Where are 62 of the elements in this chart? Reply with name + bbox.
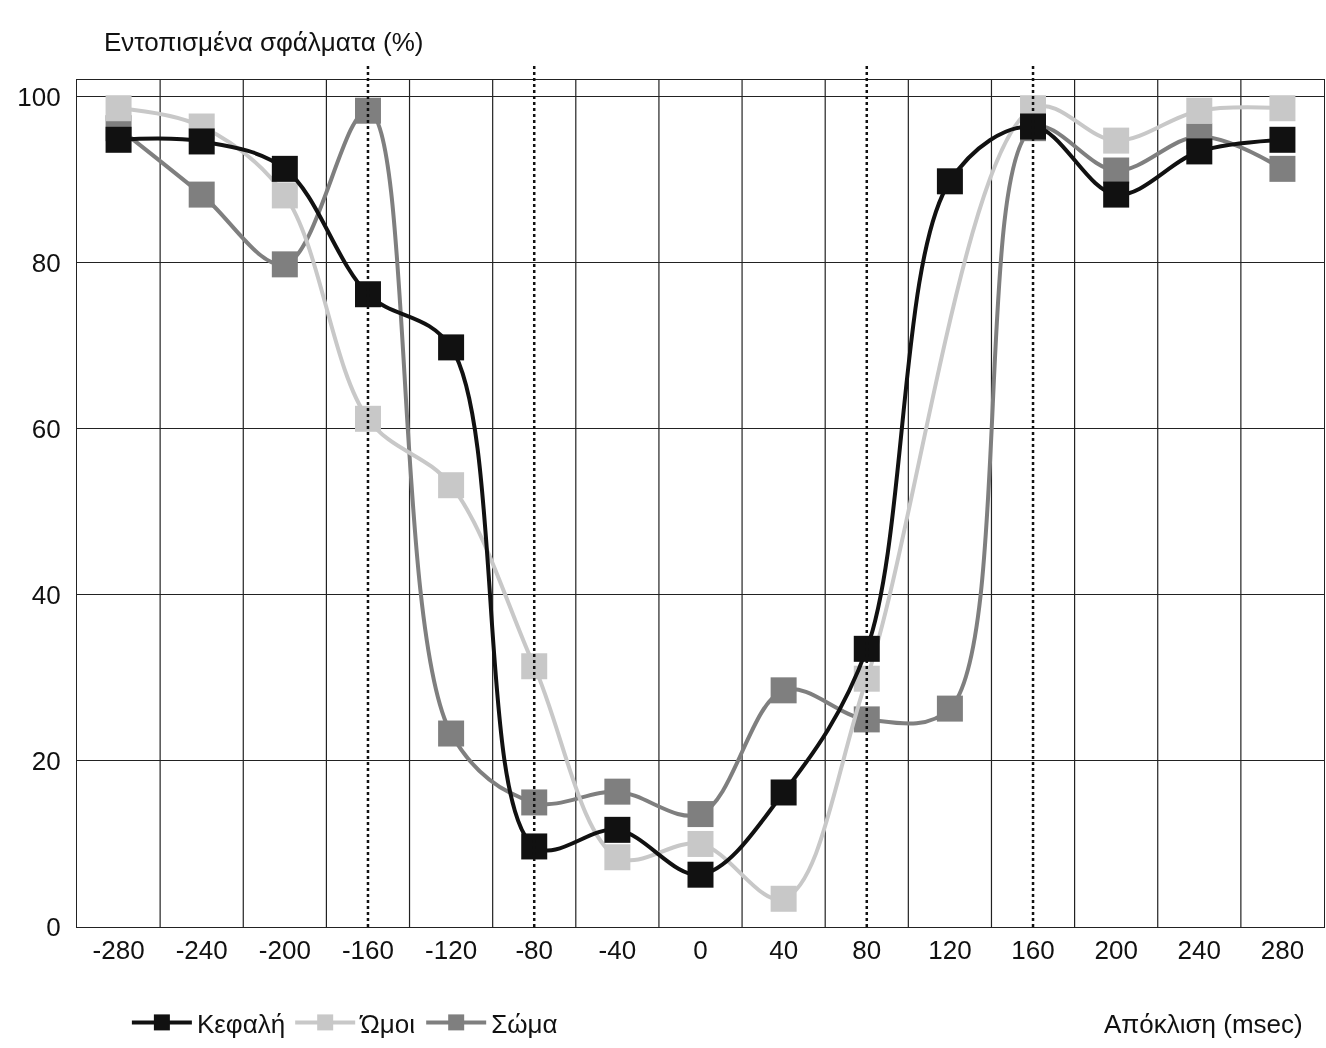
point bbox=[770, 779, 797, 806]
y-tick-label: 40 bbox=[31, 579, 61, 610]
point bbox=[1103, 127, 1130, 154]
point bbox=[936, 695, 963, 722]
point bbox=[105, 95, 132, 122]
point bbox=[521, 653, 548, 680]
point bbox=[1103, 157, 1130, 184]
point bbox=[1186, 138, 1213, 165]
x-tick-label: -240 bbox=[175, 935, 228, 966]
point bbox=[521, 833, 548, 860]
y-tick-label: 100 bbox=[17, 81, 61, 112]
point bbox=[271, 155, 298, 182]
point bbox=[271, 251, 298, 278]
x-tick-label: -40 bbox=[598, 935, 637, 966]
x-axis-title: Απόκλιση (msec) bbox=[1104, 1009, 1303, 1039]
y-tick-label: 80 bbox=[31, 247, 61, 278]
point bbox=[521, 789, 548, 816]
point bbox=[770, 885, 797, 912]
point bbox=[1269, 95, 1296, 122]
y-tick-label: 0 bbox=[46, 912, 61, 943]
point bbox=[1186, 97, 1213, 124]
y-axis-title: Εντοπισμένα σφάλματα (%) bbox=[104, 27, 424, 57]
point bbox=[354, 405, 381, 432]
point bbox=[604, 816, 631, 843]
point bbox=[687, 801, 714, 828]
x-tick-label: 160 bbox=[1011, 935, 1055, 966]
y-tick-label: 60 bbox=[31, 413, 61, 444]
x-tick-label: -120 bbox=[425, 935, 478, 966]
point bbox=[438, 720, 465, 747]
x-tick-label: 280 bbox=[1260, 935, 1305, 966]
y-tick-label: 20 bbox=[31, 746, 61, 777]
x-tick-label: -280 bbox=[92, 935, 145, 966]
legend-label: Κεφαλή bbox=[196, 1008, 286, 1039]
point bbox=[853, 635, 880, 662]
point bbox=[354, 281, 381, 308]
x-tick-label: 240 bbox=[1177, 935, 1221, 966]
x-tick-label: -200 bbox=[258, 935, 311, 966]
x-tick-label: 40 bbox=[769, 935, 799, 966]
legend-label: Ώμοι bbox=[359, 1008, 416, 1039]
point bbox=[770, 677, 797, 704]
x-tick-label: 200 bbox=[1094, 935, 1138, 966]
point bbox=[1269, 126, 1296, 153]
point bbox=[604, 778, 631, 805]
point bbox=[687, 830, 714, 857]
point bbox=[105, 126, 132, 153]
x-tick-label: 80 bbox=[852, 935, 882, 966]
point bbox=[438, 334, 465, 361]
x-tick-label: -80 bbox=[515, 935, 554, 966]
point bbox=[1269, 155, 1296, 182]
point bbox=[936, 168, 963, 195]
x-tick-label: -160 bbox=[341, 935, 394, 966]
point bbox=[687, 861, 714, 888]
point bbox=[271, 182, 298, 209]
point bbox=[438, 472, 465, 499]
point bbox=[604, 844, 631, 871]
point bbox=[188, 128, 215, 155]
x-tick-label: 120 bbox=[928, 935, 972, 966]
x-tick-label: 0 bbox=[693, 935, 708, 966]
point bbox=[1103, 181, 1130, 208]
legend-label: Σώμα bbox=[491, 1008, 558, 1039]
point bbox=[354, 97, 381, 124]
point bbox=[188, 181, 215, 208]
